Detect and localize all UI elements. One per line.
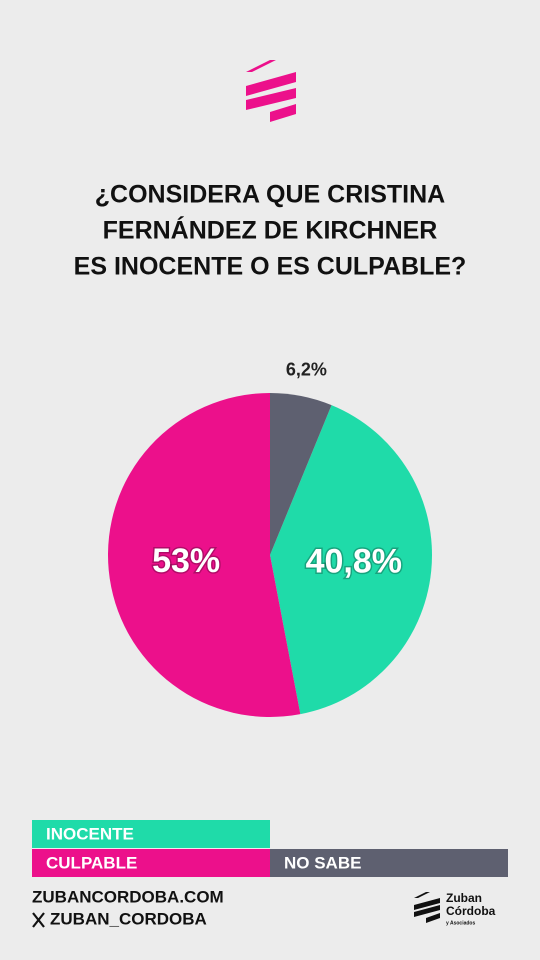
value-label: 6,2% xyxy=(286,359,327,379)
title-line: ES INOCENTE O ES CULPABLE? xyxy=(74,253,467,281)
legend-label: NO SABE xyxy=(284,853,361,872)
title-line: FERNÁNDEZ DE KIRCHNER xyxy=(103,216,438,245)
x-icon xyxy=(32,912,45,928)
brand-sub: y Asociados xyxy=(446,920,475,926)
website: ZUBANCORDOBA.COM xyxy=(32,887,224,906)
pie-slice xyxy=(270,393,332,555)
title-line: ¿CONSIDERA QUE CRISTINA xyxy=(95,181,445,209)
legend-swatch xyxy=(32,820,270,848)
value-label: 40,8% xyxy=(306,542,402,580)
top-logo xyxy=(246,60,296,122)
legend-swatch xyxy=(32,849,270,877)
brand-name: Córdoba xyxy=(446,904,496,918)
brand-name: Zuban xyxy=(446,891,482,905)
pie-slice xyxy=(270,405,432,715)
legend-swatch xyxy=(270,849,508,877)
legend-label: INOCENTE xyxy=(46,824,134,843)
bottom-logo xyxy=(414,892,440,923)
legend-label: CULPABLE xyxy=(46,853,137,872)
handle: ZUBAN_CORDOBA xyxy=(50,909,207,928)
pie-slice xyxy=(107,392,301,717)
value-label: 53% xyxy=(152,542,220,580)
